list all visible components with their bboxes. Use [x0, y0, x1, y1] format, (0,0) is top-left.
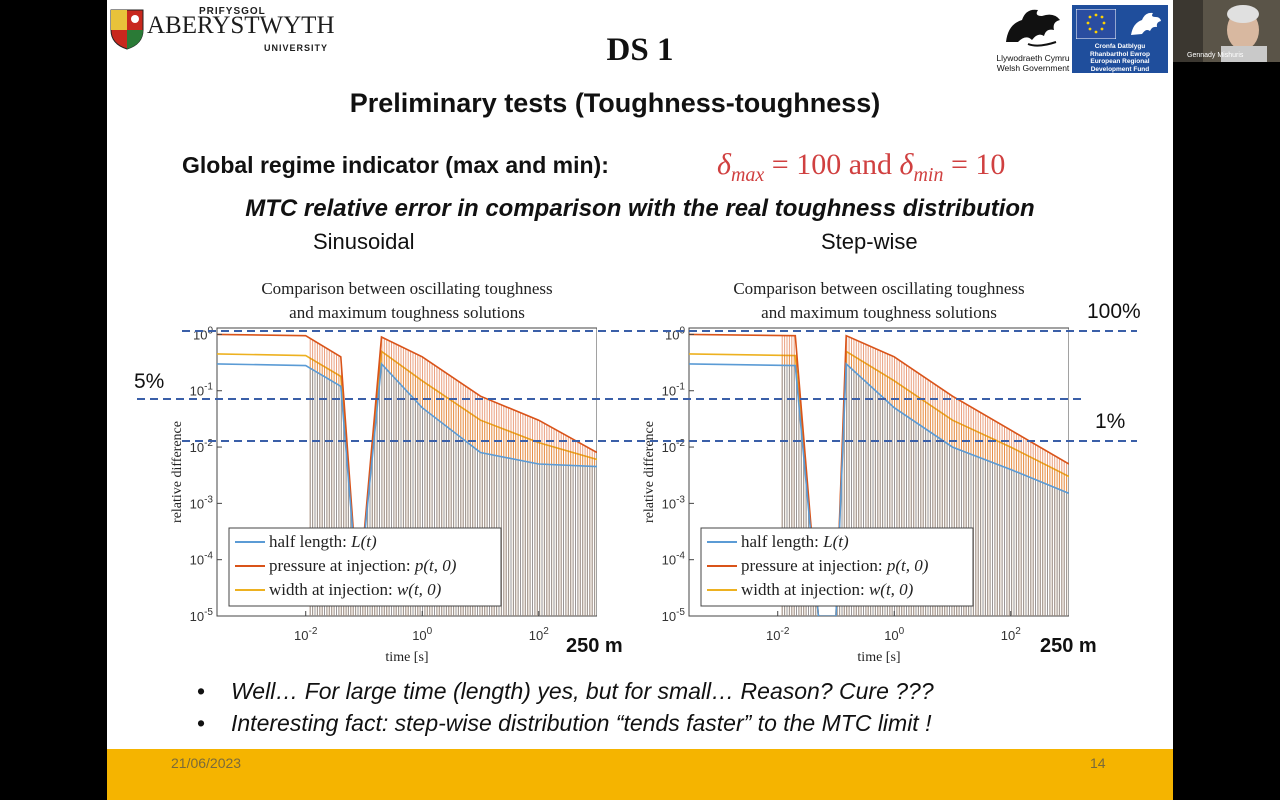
bullet-2: • Interesting fact: step-wise distributio…	[197, 710, 931, 737]
x-tick-label: 10-2	[294, 626, 318, 643]
eu-fund-logo: Cronfa Datblygu Rhanbarthol Ewrop Europe…	[1072, 5, 1168, 73]
bullet-2-text: Interesting fact: step-wise distribution…	[231, 710, 932, 736]
y-tick-label: 10-2	[190, 438, 214, 455]
legend-box	[700, 527, 974, 607]
y-tick-label: 10-2	[662, 438, 686, 455]
x-tick-label: 102	[529, 626, 549, 643]
series-line-pressure-at-injection	[689, 333, 1069, 616]
series-line-half-length	[689, 362, 1069, 616]
series-line-pressure-at-injection	[217, 333, 597, 600]
sinusoidal-label: Sinusoidal	[313, 229, 415, 254]
y-tick-label: 10-4	[662, 551, 686, 568]
y-axis-label: relative difference	[642, 421, 657, 523]
pct-5-label: 5%	[134, 370, 165, 393]
webcam-person-icon	[1173, 0, 1280, 62]
bullet-dot: •	[197, 678, 206, 704]
legend-entry: pressure at injection: p(t, 0)	[269, 556, 457, 575]
y-tick-label: 10-3	[190, 494, 214, 511]
y-tick-label: 10-1	[662, 382, 686, 399]
min-value: = 10	[943, 148, 1006, 181]
pct-1-label: 1%	[1095, 410, 1126, 433]
footer-bar	[107, 749, 1173, 800]
legend-entry: half length: L(t)	[269, 532, 377, 551]
y-tick-label: 10-5	[662, 607, 686, 624]
regime-formula: δmax = 100 and δmin = 10	[717, 148, 1005, 187]
dragon-icon	[1006, 9, 1060, 47]
y-tick-label: 10-3	[662, 494, 686, 511]
webcam-name: Gennady Mishuris	[1187, 52, 1244, 59]
x-tick-label: 100	[412, 626, 432, 643]
legend: half length: L(t) pressure at injection: …	[700, 527, 974, 607]
university-name: ABERYSTWYTH	[147, 12, 335, 39]
bullet-1: • Well… For large time (length) yes, but …	[197, 678, 934, 705]
dragon-small-icon	[1131, 12, 1161, 35]
main-title: Preliminary tests (Toughness-toughness)	[349, 88, 881, 118]
eu-line3: European Regional	[1090, 58, 1150, 65]
legend-entry: width at injection: w(t, 0)	[269, 580, 442, 599]
university-suffix: UNIVERSITY	[264, 43, 329, 53]
page-number: 14	[1090, 755, 1106, 771]
max-subscript: max	[730, 164, 765, 186]
legend-entry: pressure at injection: p(t, 0)	[741, 556, 929, 575]
eu-line4: Development Fund	[1090, 65, 1150, 73]
regime-label: Global regime indicator (max and min):	[182, 152, 609, 178]
x-tick-label: 100	[884, 626, 904, 643]
y-tick-label: 10-5	[190, 607, 214, 624]
bullet-1-text: Well… For large time (length) yes, but f…	[231, 678, 934, 704]
mtc-title: MTC relative error in comparison with th…	[245, 195, 1035, 222]
university-prefix: PRIFYSGOL	[199, 6, 266, 17]
university-logo: PRIFYSGOL ABERYSTWYTH UNIVERSITY	[109, 6, 339, 53]
y-tick-label: 10-1	[190, 382, 214, 399]
x-axis-label: time [s]	[385, 650, 428, 665]
y-tick-label: 100	[665, 325, 685, 342]
x-tick-label: 102	[1001, 626, 1021, 643]
chart-title-line2: and maximum toughness solutions	[761, 303, 997, 322]
y-tick-label: 100	[193, 325, 213, 342]
footer-date: 21/06/2023	[171, 755, 242, 771]
x-axis-label: time [s]	[857, 650, 900, 665]
stepwise-label: Step-wise	[821, 229, 918, 254]
crest-icon	[110, 9, 144, 50]
welsh-government-logo: Llywodraeth Cymru Welsh Government	[992, 4, 1072, 74]
ds-title: DS 1	[606, 32, 674, 68]
chart-title-line1: Comparison between oscillating toughness	[733, 279, 1024, 298]
legend-box	[228, 527, 502, 607]
legend-entry: width at injection: w(t, 0)	[741, 580, 914, 599]
chart-title-line2: and maximum toughness solutions	[289, 303, 525, 322]
series-group	[689, 333, 1069, 616]
chart-stepwise: Comparison between oscillating toughness…	[642, 279, 1069, 665]
chart-title-line1: Comparison between oscillating toughness	[261, 279, 552, 298]
y-axis-label: relative difference	[170, 421, 185, 523]
min-subscript: min	[913, 164, 944, 186]
bullet-dot: •	[197, 710, 206, 736]
legend-entry: half length: L(t)	[741, 532, 849, 551]
delta-min-symbol: δ	[899, 148, 914, 181]
eu-line2: Rhanbarthol Ewrop	[1090, 50, 1150, 58]
legend: half length: L(t) pressure at injection: …	[228, 527, 502, 607]
webcam-video: Gennady Mishuris	[1173, 0, 1280, 62]
gov-line2: Welsh Government	[996, 63, 1070, 73]
series-line-half-length	[217, 362, 597, 600]
x-tick-label: 10-2	[766, 626, 790, 643]
length-label-right: 250 m	[1040, 635, 1097, 657]
delta-max-symbol: δ	[717, 148, 731, 181]
eu-flag-icon	[1076, 9, 1116, 39]
pct-100-label: 100%	[1087, 300, 1141, 323]
slide: PRIFYSGOL ABERYSTWYTH UNIVERSITY Llywodr…	[107, 0, 1173, 800]
y-tick-label: 10-4	[190, 551, 214, 568]
max-value: = 100 and	[764, 148, 900, 181]
length-label-left: 250 m	[566, 635, 623, 657]
chart-sinusoidal: Comparison between oscillating toughness…	[170, 279, 597, 665]
gov-line1: Llywodraeth Cymru	[996, 53, 1070, 63]
eu-line1: Cronfa Datblygu	[1094, 43, 1146, 50]
